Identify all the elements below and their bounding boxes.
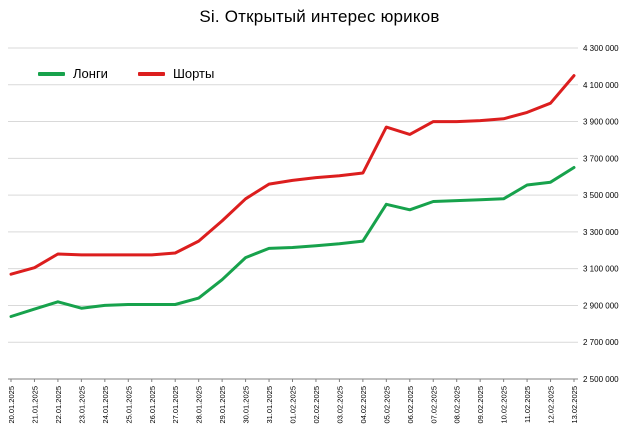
- series-line-shorts: [9, 74, 576, 276]
- x-tick-label: 07.02.2025: [429, 386, 438, 424]
- y-tick-label: 4 300 000: [583, 44, 619, 53]
- x-tick-label: 30.01.2025: [242, 386, 251, 424]
- y-axis-labels: 4 300 000 4 100 000 3 900 000 3 700 000 3 50…: [583, 44, 619, 384]
- longs-line-swatch: [38, 71, 65, 76]
- x-tick-label: 06.02.2025: [406, 386, 415, 424]
- y-tick-label: 3 100 000: [583, 265, 619, 274]
- y-tick-label: 3 300 000: [583, 228, 619, 237]
- y-tick-label: 3 700 000: [583, 154, 619, 163]
- shorts-line-swatch: [137, 71, 165, 76]
- legend: Лонги Шорты: [38, 66, 214, 81]
- x-tick-label: 21.01.2025: [30, 386, 39, 424]
- legend-item-longs: Лонги: [38, 66, 108, 81]
- x-tick-label: 22.01.2025: [54, 386, 63, 424]
- y-tick-label: 2 900 000: [583, 301, 619, 310]
- y-tick-label: 4 100 000: [583, 81, 619, 90]
- x-tick-label: 12.02.2025: [547, 386, 556, 424]
- x-tick-label: 28.01.2025: [195, 386, 204, 424]
- x-tick-label: 13.02.2025: [570, 386, 579, 424]
- x-tick-label: 31.01.2025: [265, 386, 274, 424]
- x-tick-label: 25.01.2025: [124, 386, 133, 424]
- y-tick-label: 2 500 000: [583, 375, 619, 384]
- x-tick-label: 27.01.2025: [171, 386, 180, 424]
- x-axis-ticks: [10, 379, 575, 382]
- x-tick-label: 26.01.2025: [148, 386, 157, 424]
- legend-label-longs: Лонги: [73, 66, 108, 81]
- x-tick-label: 09.02.2025: [476, 386, 485, 424]
- y-tick-label: 3 500 000: [583, 191, 619, 200]
- x-axis-labels: 20.01.2025 21.01.2025 22.01.2025 23.01.2025…: [7, 386, 579, 424]
- x-tick-label: 05.02.2025: [382, 386, 391, 424]
- legend-label-shorts: Шорты: [172, 66, 215, 81]
- x-tick-label: 04.02.2025: [359, 386, 368, 424]
- legend-item-shorts: Шорты: [137, 66, 215, 81]
- gridlines: [8, 47, 578, 380]
- x-tick-label: 03.02.2025: [335, 386, 344, 424]
- y-tick-label: 3 900 000: [583, 118, 619, 127]
- x-tick-label: 20.01.2025: [7, 386, 16, 424]
- x-tick-label: 02.02.2025: [312, 386, 321, 424]
- x-tick-label: 23.01.2025: [77, 386, 86, 424]
- x-tick-label: 08.02.2025: [453, 386, 462, 424]
- x-tick-label: 11.02.2025: [523, 386, 532, 423]
- x-tick-label: 10.02.2025: [500, 386, 509, 424]
- x-tick-label: 29.01.2025: [218, 386, 227, 424]
- x-tick-label: 24.01.2025: [101, 386, 110, 424]
- y-tick-label: 2 700 000: [583, 338, 619, 347]
- series-line-longs: [9, 166, 576, 318]
- x-tick-label: 01.02.2025: [289, 386, 298, 424]
- chart-title: Si. Открытый интерес юриков: [199, 7, 440, 26]
